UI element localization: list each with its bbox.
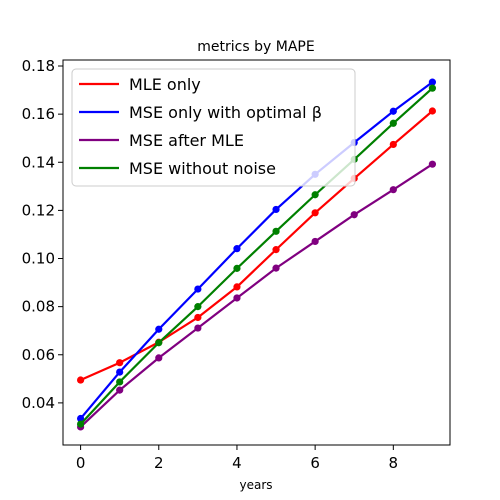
data-point [233, 264, 241, 272]
y-tick-label: 0.08 [22, 298, 55, 316]
legend-box [71, 68, 356, 187]
data-point [76, 414, 85, 423]
x-tick-label: 0 [76, 454, 86, 472]
chart-title: metrics by MAPE [197, 39, 314, 55]
x-tick-label: 8 [389, 454, 399, 472]
data-point [76, 420, 85, 428]
data-point [272, 246, 280, 254]
data-point [389, 107, 397, 115]
legend-label: MSE after MLE [129, 131, 244, 150]
data-point [116, 386, 124, 394]
data-point [311, 237, 319, 246]
y-tick-label: 0.16 [22, 105, 55, 123]
series-line-3 [79, 163, 434, 428]
y-tick-label: 0.14 [22, 153, 55, 171]
x-tick-label: 6 [310, 454, 320, 472]
x-axis: 0 2 4 6 8 [76, 445, 398, 472]
series-layer [76, 78, 437, 431]
y-tick-label: 0.04 [22, 394, 55, 412]
y-axis: 0.04 0.06 0.08 0.10 0.12 0.14 0.16 0.18 [22, 57, 63, 412]
data-point [428, 107, 437, 115]
data-point [428, 78, 437, 86]
data-point [233, 294, 241, 302]
data-point [194, 303, 202, 311]
x-tick-label: 4 [232, 454, 242, 472]
data-point [194, 313, 202, 322]
data-point [194, 324, 202, 332]
series-line-4 [79, 87, 434, 425]
legend-label: MLE only [129, 75, 201, 94]
legend-label: MSE without noise [129, 159, 276, 178]
data-point [194, 285, 202, 293]
data-point [311, 191, 319, 199]
series-line-1 [80, 110, 434, 382]
data-point [233, 245, 241, 253]
legend: MLE only MSE only with optimal β MSE after… [71, 68, 356, 187]
legend-label: MSE only with optimal β [129, 103, 322, 122]
data-point [155, 354, 163, 362]
y-tick-label: 0.18 [22, 57, 55, 75]
y-tick-label: 0.10 [22, 250, 55, 268]
data-point [116, 359, 124, 367]
y-tick-label: 0.12 [22, 201, 55, 219]
data-point [155, 325, 163, 333]
data-point [350, 211, 358, 219]
data-point [428, 84, 437, 92]
data-point [233, 283, 241, 291]
series-line-2 [79, 81, 434, 420]
data-point [272, 227, 280, 235]
data-point [116, 378, 124, 386]
data-point [272, 264, 280, 272]
data-point [311, 209, 319, 217]
x-axis-label: years [239, 478, 272, 492]
data-point [272, 205, 280, 214]
y-tick-label: 0.06 [22, 346, 55, 364]
data-point [389, 119, 397, 127]
data-point [155, 339, 163, 347]
data-point [428, 160, 437, 168]
data-point [76, 376, 85, 384]
data-point [116, 368, 124, 376]
x-tick-label: 2 [154, 454, 164, 472]
data-point [389, 140, 397, 149]
data-point [389, 186, 397, 194]
